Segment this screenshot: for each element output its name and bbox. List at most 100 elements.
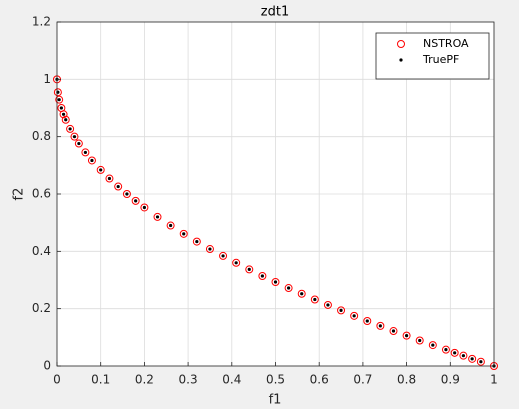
point [77,141,81,146]
point [450,348,459,357]
x-axis-label: f1 [269,393,282,408]
point [476,357,485,366]
point [468,354,477,363]
legend-label: TruePF [422,53,459,66]
point [323,300,332,309]
x-tick-label: 0.5 [266,373,285,387]
point [415,336,424,345]
point [310,295,319,304]
point [418,338,422,343]
point [153,212,162,221]
point [453,351,457,355]
point [444,348,448,352]
point [61,112,66,116]
point [273,280,278,284]
point [337,306,346,315]
point [61,115,70,124]
point [131,196,140,205]
point [441,345,450,354]
legend-marker [397,40,405,48]
point [284,284,293,293]
point [245,265,254,274]
point [179,229,188,238]
point [376,321,385,330]
point [271,278,280,287]
point [114,182,123,191]
point [74,139,83,148]
point [431,343,435,347]
point [107,176,112,181]
point [155,215,160,219]
point [363,316,372,325]
point [182,232,186,236]
point [205,245,214,254]
point [140,203,149,212]
point [59,106,63,110]
point [339,308,343,312]
point [105,174,114,183]
point [234,261,238,265]
x-tick-label: 0.2 [135,373,154,387]
point [208,247,212,251]
point [55,95,64,104]
y-tick-label: 0.6 [32,187,51,201]
chart-title: zdt1 [261,5,289,20]
legend: NSTROA TruePF [375,32,490,80]
point [352,314,356,318]
point [219,251,228,260]
legend-marker [399,58,403,62]
point [57,98,61,102]
point [297,289,306,298]
y-tick-label: 1 [43,72,51,86]
legend-label: NSTROA [423,37,469,50]
point [470,357,474,361]
point [68,127,72,131]
point [122,190,131,198]
point [116,184,120,189]
point [405,334,409,338]
point [90,158,94,163]
point [53,88,62,97]
point [461,354,466,358]
point [72,135,77,139]
point [391,329,396,333]
point [350,311,359,320]
x-tick-label: 0.8 [397,373,416,387]
ticks: 0 0.1 0.2 0.3 0.4 0.5 0.6 0.7 0.8 0.9 1 0 0.2 0.4 0.6 0… [32,15,498,387]
legend-box [375,32,490,80]
point [166,221,175,230]
x-tick-label: 0 [53,373,61,387]
y-tick-label: 1.2 [32,15,51,29]
x-tick-label: 0.1 [91,373,110,387]
point [59,110,68,119]
x-tick-label: 0.9 [441,373,460,387]
point [83,150,88,155]
point [66,124,75,133]
point [402,331,411,340]
point [313,297,317,302]
point [389,327,398,336]
point [378,324,382,328]
point [258,271,267,280]
point [260,274,264,278]
x-tick-label: 0.4 [222,373,241,387]
point [459,351,468,360]
point [428,341,437,350]
point [232,258,241,267]
point [134,199,138,203]
point [81,148,90,157]
marks [53,75,498,370]
y-tick-label: 0 [43,359,51,373]
y-axis-label: f2 [12,188,27,201]
point [247,267,251,271]
point [221,254,225,258]
point [300,292,304,296]
point [142,205,146,210]
y-tick-label: 0.4 [32,244,51,258]
y-tick-label: 0.8 [32,129,51,143]
x-tick-label: 1 [490,373,498,387]
point [365,319,369,323]
x-tick-label: 0.7 [353,373,372,387]
y-tick-label: 0.2 [32,301,51,315]
